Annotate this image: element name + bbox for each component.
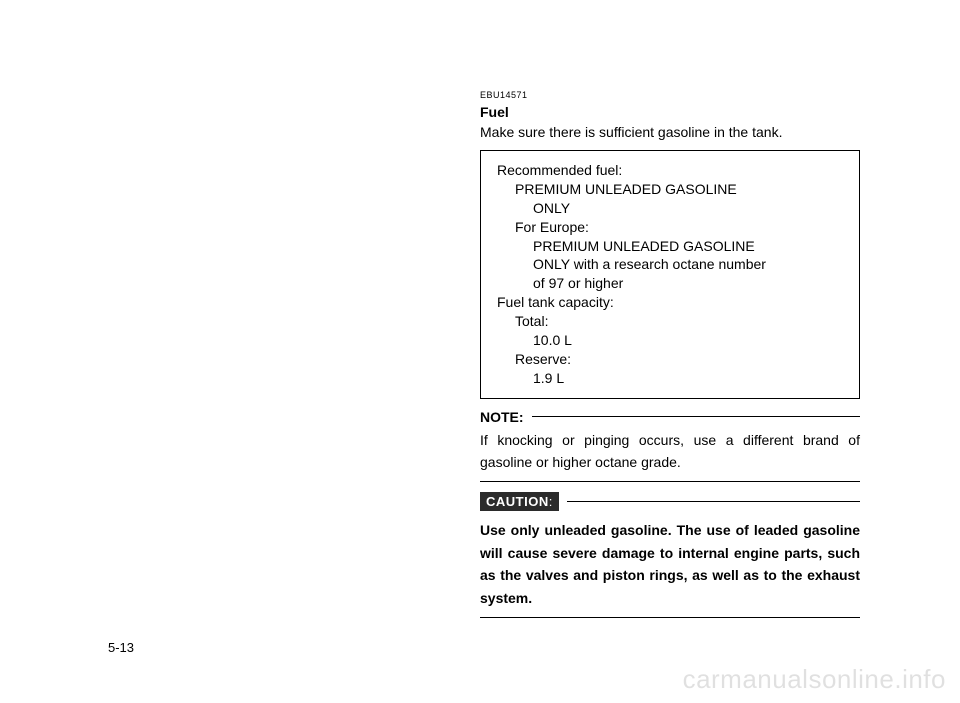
spec-line: Fuel tank capacity:: [497, 293, 847, 312]
caution-body: Use only unleaded gasoline. The use of l…: [480, 519, 860, 609]
section-title: Fuel: [480, 104, 860, 120]
caution-rule-icon: [567, 501, 860, 502]
note-body: If knocking or pinging occurs, use a dif…: [480, 429, 860, 474]
caution-heading: CAUTION:: [480, 492, 860, 511]
spec-line: Total:: [515, 312, 847, 331]
spec-line: of 97 or higher: [533, 274, 847, 293]
note-heading: NOTE:: [480, 409, 860, 425]
watermark-text: carmanualsonline.info: [683, 664, 946, 695]
spec-line: For Europe:: [515, 218, 847, 237]
spec-line: ONLY with a research octane number: [533, 255, 847, 274]
spec-line: Reserve:: [515, 350, 847, 369]
intro-text: Make sure there is sufficient gasoline i…: [480, 124, 860, 140]
spec-box: Recommended fuel:PREMIUM UNLEADED GASOLI…: [480, 150, 860, 399]
caution-label: CAUTION: [486, 494, 549, 509]
caution-badge: CAUTION:: [480, 492, 559, 511]
spec-line: 10.0 L: [533, 331, 847, 350]
note-rule-icon: [532, 416, 860, 417]
manual-page: EBU14571 Fuel Make sure there is suffici…: [480, 90, 860, 628]
note-end-rule-icon: [480, 481, 860, 482]
page-number: 5-13: [108, 640, 134, 655]
spec-line: PREMIUM UNLEADED GASOLINE: [515, 180, 847, 199]
caution-colon: :: [549, 494, 553, 509]
spec-line: ONLY: [533, 199, 847, 218]
spec-line: PREMIUM UNLEADED GASOLINE: [533, 237, 847, 256]
note-label: NOTE:: [480, 409, 524, 425]
spec-line: 1.9 L: [533, 369, 847, 388]
spec-line: Recommended fuel:: [497, 161, 847, 180]
caution-end-rule-icon: [480, 617, 860, 618]
document-code: EBU14571: [480, 90, 860, 100]
